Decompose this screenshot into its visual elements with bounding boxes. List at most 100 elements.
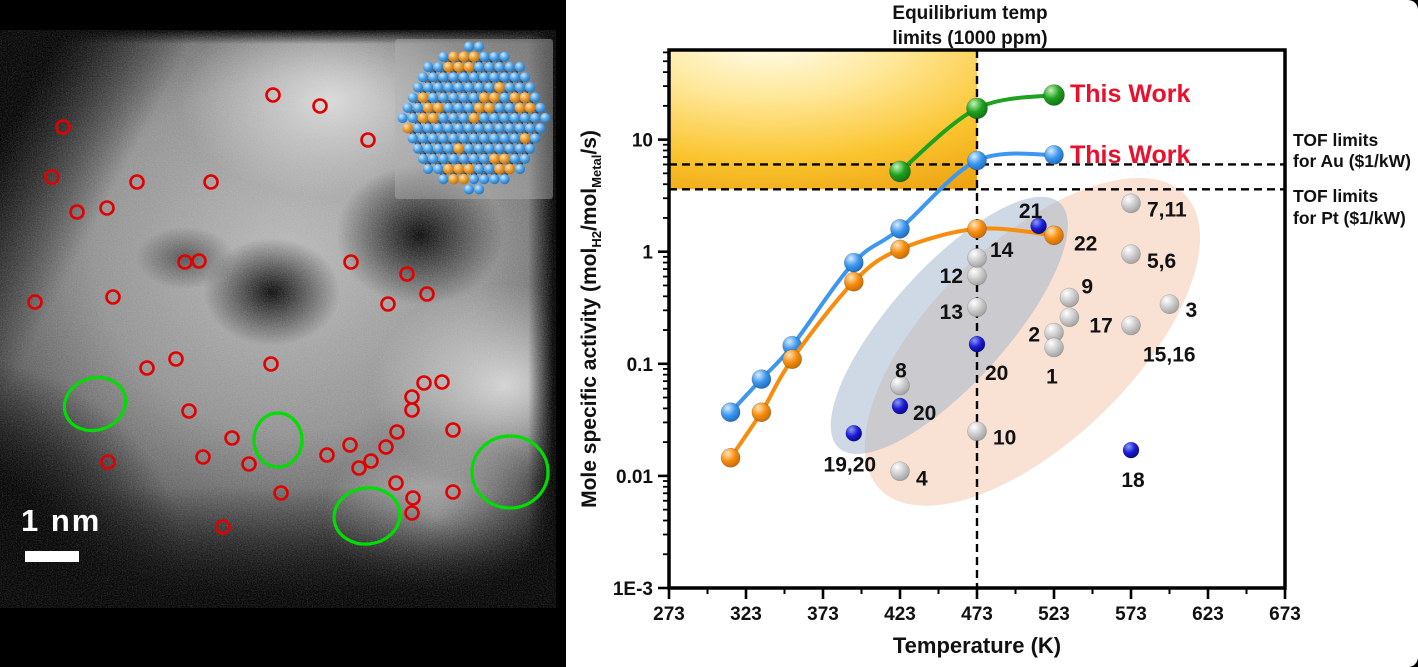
matrix-atom: [519, 112, 531, 124]
matrix-atom: [423, 82, 434, 93]
matrix-atom: [499, 92, 510, 103]
single-atom-marker: [319, 447, 335, 463]
series-point-blue-this-work: [720, 402, 741, 423]
dopant-atom: [402, 122, 414, 134]
single-atom-marker: [419, 286, 435, 302]
x-axis-title: Temperature (K): [893, 633, 1061, 658]
matrix-atom: [458, 92, 469, 103]
cluster-marker: [470, 434, 550, 510]
matrix-atom: [509, 153, 520, 164]
x-tick-label: 273: [653, 604, 685, 625]
dopant-atom: [458, 173, 470, 185]
single-atom-marker: [215, 519, 231, 535]
matrix-atom: [412, 143, 423, 154]
matrix-atom: [540, 112, 551, 124]
matrix-atom: [407, 92, 418, 103]
y-tick-label: 1: [642, 243, 653, 264]
matrix-atom: [504, 102, 515, 113]
dopant-atom: [453, 143, 465, 154]
data-point-label-2: 2: [1028, 324, 1040, 347]
single-atom-marker: [100, 454, 116, 470]
nanoparticle-model-inset: [395, 39, 553, 199]
matrix-atom: [417, 133, 429, 144]
data-point-15,16: [1121, 315, 1141, 336]
single-atom-marker: [404, 505, 420, 521]
matrix-atom: [504, 123, 515, 134]
dopant-atom: [443, 163, 454, 175]
single-atom-marker: [181, 403, 197, 419]
matrix-atom: [519, 153, 531, 164]
x-tick-label: 573: [1115, 604, 1147, 625]
matrix-atom: [448, 133, 459, 144]
matrix-atom: [397, 112, 408, 124]
single-atom-marker: [99, 200, 115, 216]
dopant-atom: [468, 51, 480, 63]
atom-markers-group: [27, 87, 550, 546]
matrix-atom: [489, 72, 500, 83]
matrix-atom: [514, 61, 526, 73]
matrix-atom: [504, 61, 515, 73]
matrix-atom: [494, 61, 505, 73]
single-atom-marker: [416, 375, 432, 391]
matrix-atom: [453, 82, 464, 93]
matrix-atom: [525, 143, 536, 154]
group-highlight-ellipse-peach: [864, 177, 1201, 506]
matrix-atom: [509, 133, 520, 144]
matrix-atom: [514, 82, 526, 93]
matrix-atom: [443, 82, 454, 93]
y-tick-label: 0.01: [616, 467, 653, 488]
single-atom-marker: [265, 87, 281, 103]
matrix-atom: [463, 102, 474, 113]
dopant-atom: [524, 102, 536, 114]
single-atom-marker: [363, 453, 379, 469]
data-point-label-8: 8: [895, 360, 907, 383]
matrix-atom: [504, 143, 515, 154]
dopant-atom: [494, 163, 505, 175]
micrograph-markers-layer: [0, 30, 556, 608]
equilibrium-label-line1: Equilibrium temp: [892, 3, 1047, 24]
dopant-atom: [417, 92, 429, 103]
matrix-atom: [530, 133, 541, 144]
single-atom-marker: [399, 266, 415, 282]
dopant-atom: [519, 92, 531, 103]
matrix-atom: [535, 123, 546, 134]
single-atom-marker: [224, 430, 240, 446]
cluster-marker: [332, 486, 402, 546]
x-tick-label: 373: [807, 604, 839, 625]
single-atom-marker: [405, 490, 421, 506]
matrix-atom: [519, 72, 531, 83]
data-point-20: [968, 335, 986, 353]
matrix-atom: [525, 82, 536, 93]
matrix-atom: [423, 123, 434, 134]
single-atom-marker: [168, 351, 184, 367]
single-atom-marker: [378, 439, 394, 455]
single-atom-marker: [129, 174, 145, 190]
matrix-atom: [494, 102, 505, 113]
series-point-green-this-work: [966, 97, 988, 120]
single-atom-marker: [139, 360, 155, 376]
data-point-10: [967, 421, 987, 442]
data-point-label-10: 10: [993, 426, 1016, 449]
matrix-atom: [479, 174, 490, 185]
data-point-9: [1059, 287, 1080, 308]
matrix-atom: [428, 133, 439, 144]
series-point-orange: [720, 448, 741, 468]
matrix-atom: [458, 112, 469, 124]
tof-pt-label-line1: TOF limits: [1293, 186, 1379, 206]
data-point-21: [1030, 217, 1047, 235]
series-point-green-this-work: [1043, 84, 1065, 106]
matrix-atom: [514, 123, 526, 134]
data-point-label-12: 12: [940, 265, 963, 288]
matrix-atom: [468, 153, 480, 164]
single-atom-marker: [445, 484, 461, 500]
group-highlight-ellipse-blue: [830, 196, 1068, 455]
data-point-4: [890, 461, 910, 482]
single-atom-marker: [351, 460, 367, 476]
single-atom-marker: [312, 98, 328, 114]
single-atom-marker: [69, 204, 85, 220]
data-point-label-5,6: 5,6: [1147, 250, 1176, 273]
matrix-atom: [504, 82, 515, 93]
dopant-atom: [468, 112, 480, 124]
